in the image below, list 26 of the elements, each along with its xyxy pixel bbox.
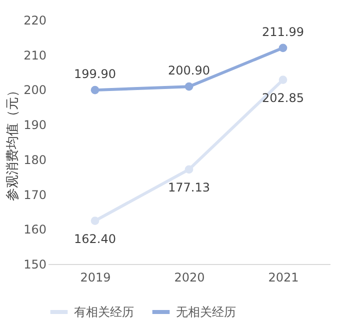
point (184, 82, 194, 91)
y-tick-label: 210 (24, 48, 46, 62)
data-label: 199.90 (74, 67, 116, 82)
data-label: 202.85 (262, 90, 304, 105)
data-label: 162.40 (74, 232, 116, 246)
data-label: 177.13 (168, 180, 210, 194)
y-tick-label: 220 (24, 14, 46, 28)
legend-label: 有相关经历 (74, 305, 134, 319)
y-tick-label: 150 (24, 258, 46, 272)
point (184, 165, 194, 174)
point (90, 86, 100, 94)
y-tick-label: 170 (24, 188, 46, 202)
y-tick-label: 200 (24, 83, 46, 98)
x-tick-label: 2021 (268, 270, 299, 284)
data-label: 211.99 (262, 24, 304, 39)
legend-label: 无相关经历 (176, 305, 236, 319)
data-label: 200.90 (168, 64, 210, 78)
x-tick-label: 2019 (80, 270, 111, 284)
x-tick-label: 2020 (174, 270, 205, 284)
point (90, 216, 100, 225)
y-tick-label: 180 (24, 152, 46, 167)
y-tick-label: 160 (24, 222, 46, 237)
point (278, 76, 288, 84)
y-tick-label: 190 (24, 118, 46, 132)
y-axis-title: 参观消费均值（元） (6, 84, 21, 201)
point (278, 44, 288, 52)
